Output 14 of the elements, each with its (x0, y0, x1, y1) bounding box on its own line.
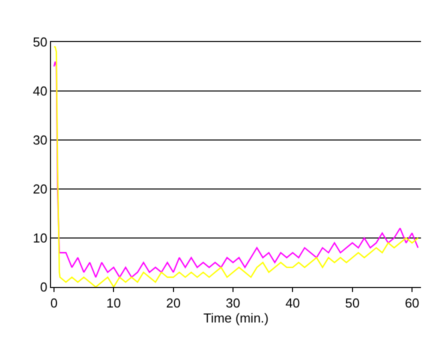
y-tick-label: 30 (32, 132, 48, 148)
y-tick-label: 0 (40, 280, 48, 295)
x-tick-label: 0 (50, 296, 58, 311)
y-tick-label: 20 (32, 182, 48, 197)
x-tick-label: 50 (345, 296, 360, 311)
x-tick-label: 10 (106, 296, 121, 311)
x-tick-label: 60 (404, 296, 420, 311)
x-tick-label: 40 (285, 296, 300, 311)
x-tick-label: 20 (166, 296, 181, 311)
y-tick-label: 50 (32, 34, 48, 50)
x-axis-title: Time (min.) (203, 310, 269, 326)
y-tick-label: 40 (32, 84, 48, 99)
y-tick-label: 10 (32, 230, 48, 246)
x-tick-label: 30 (226, 296, 240, 311)
